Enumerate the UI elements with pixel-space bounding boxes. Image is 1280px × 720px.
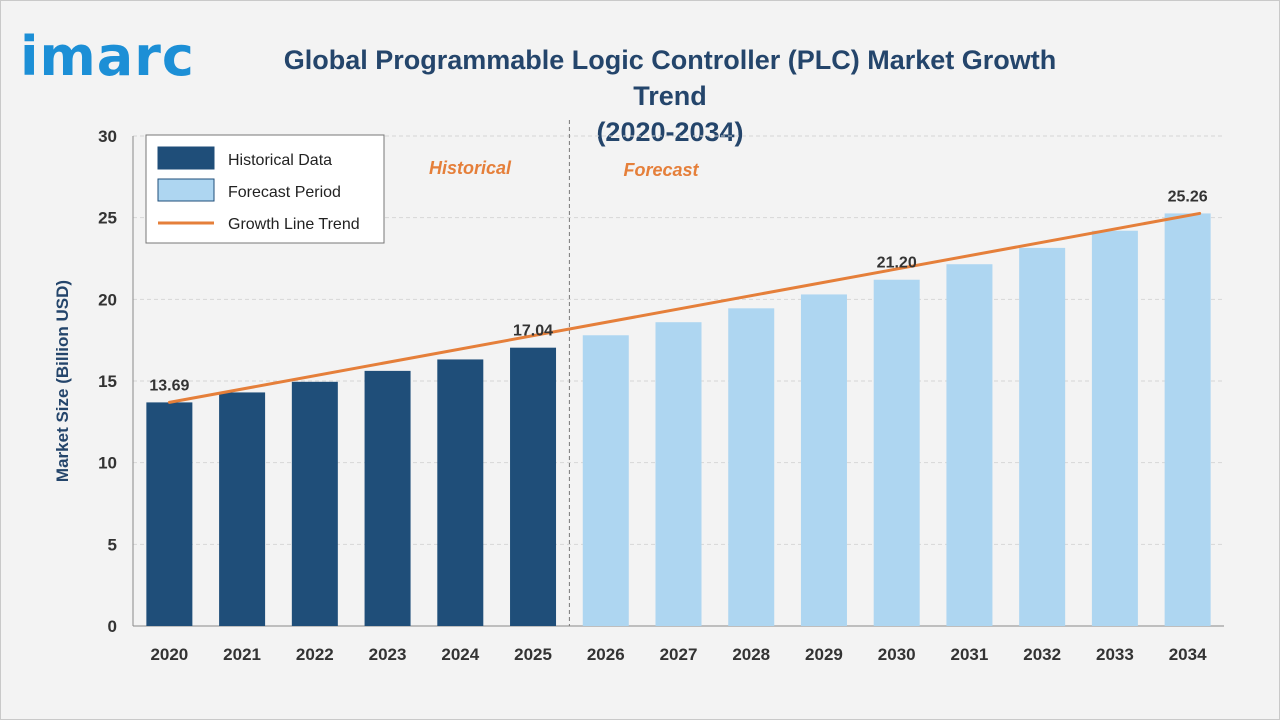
x-tick-label: 2029 [805, 645, 843, 664]
bar-2026 [582, 335, 629, 626]
bar-2032 [1019, 247, 1066, 626]
bar-2030 [873, 279, 920, 626]
bar-2020 [146, 402, 193, 626]
x-tick-label: 2026 [587, 645, 625, 664]
data-label-2034: 25.26 [1168, 188, 1208, 205]
x-tick-label: 2027 [660, 645, 698, 664]
x-tick-label: 2025 [514, 645, 552, 664]
legend: Historical Data Forecast Period Growth Lin… [145, 134, 385, 244]
data-label-2025: 17.04 [513, 323, 553, 340]
y-tick-label: 30 [98, 127, 117, 146]
legend-item-label: Forecast Period [228, 184, 341, 201]
legend-item-label: Growth Line Trend [228, 216, 360, 233]
bar-2025 [510, 347, 557, 626]
y-tick-label: 15 [98, 372, 117, 391]
bar-2023 [364, 370, 411, 626]
bar-2027 [655, 322, 702, 626]
bar-2029 [800, 294, 847, 626]
x-tick-label: 2020 [150, 645, 188, 664]
bar-2024 [437, 359, 484, 626]
y-axis-label: Market Size (Billion USD) [53, 280, 72, 482]
data-label-2030: 21.20 [877, 255, 917, 272]
legend-item-label: Historical Data [228, 152, 332, 169]
y-tick-label: 5 [108, 535, 117, 554]
chart-title-main: Global Programmable Logic Controller (PL… [283, 45, 1057, 111]
bar-2021 [219, 392, 266, 626]
y-tick-label: 20 [98, 290, 117, 309]
historical-region-label: Historical [429, 158, 512, 178]
x-tick-label: 2031 [951, 645, 989, 664]
legend-swatch-1 [157, 178, 215, 202]
bar-2028 [728, 308, 775, 626]
bars [146, 213, 1211, 627]
data-label-2020: 13.69 [149, 377, 189, 394]
bar-2033 [1091, 230, 1138, 626]
forecast-region-label: Forecast [623, 160, 699, 180]
chart-title: Global Programmable Logic Controller (PL… [260, 42, 1080, 150]
x-tick-label: 2034 [1169, 645, 1207, 664]
x-tick-label: 2028 [732, 645, 770, 664]
bar-2034 [1164, 213, 1211, 627]
x-tick-label: 2032 [1023, 645, 1061, 664]
chart-subtitle: (2020-2034) [596, 117, 744, 147]
x-tick-label: 2021 [223, 645, 261, 664]
bar-2031 [946, 264, 993, 626]
legend-swatch-0 [157, 146, 215, 170]
x-tick-label: 2024 [441, 645, 479, 664]
y-tick-label: 0 [108, 617, 117, 636]
y-tick-label: 25 [98, 209, 117, 228]
bar-2022 [291, 381, 338, 626]
overlay: Historical Forecast 13.69 17.04 21.20 25.26 [149, 120, 1208, 626]
x-tick-label: 2030 [878, 645, 916, 664]
imarc-logo: imarc [20, 25, 195, 88]
y-tick-label: 10 [98, 454, 117, 473]
x-tick-label: 2022 [296, 645, 334, 664]
growth-trend-line [167, 211, 1202, 404]
x-tick-label: 2033 [1096, 645, 1134, 664]
x-tick-label: 2023 [369, 645, 407, 664]
